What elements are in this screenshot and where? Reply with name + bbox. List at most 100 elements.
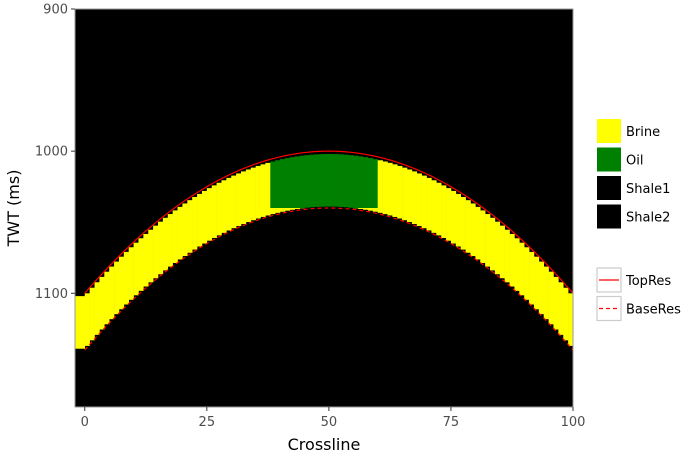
legend-swatch-oil: [597, 147, 621, 172]
x-tick-label: 50: [321, 415, 338, 430]
brine-cell: [148, 229, 154, 283]
brine-cell: [162, 217, 169, 271]
x-tick-label: 25: [199, 415, 216, 430]
brine-cell: [236, 173, 242, 227]
brine-cell: [411, 171, 418, 224]
brine-cell: [509, 233, 515, 287]
plot-border: [74, 8, 574, 408]
brine-cell: [289, 208, 296, 210]
brine-cell: [426, 177, 432, 231]
brine-cell: [114, 261, 120, 315]
brine-cell: [280, 208, 286, 212]
oil-cell: [338, 154, 344, 207]
brine-cell: [446, 188, 452, 241]
brine-cell: [441, 185, 447, 238]
brine-cell: [372, 208, 379, 212]
brine-cell: [436, 182, 442, 236]
brine-cell: [265, 162, 271, 216]
oil-cell: [343, 154, 349, 208]
brine-cell: [558, 282, 564, 335]
brine-cell: [465, 200, 471, 253]
brine-cell: [211, 185, 217, 238]
brine-cell: [363, 208, 369, 210]
brine-cell: [519, 242, 525, 296]
legend-swatch-brine: [597, 119, 621, 143]
oil-cell: [367, 158, 374, 208]
oil-cell: [333, 154, 339, 207]
brine-cell: [241, 171, 247, 224]
brine-cell: [548, 271, 554, 325]
brine-cell: [260, 164, 266, 217]
brine-cell: [568, 293, 574, 346]
legend-label-oil: Oil: [626, 154, 643, 169]
y-tick-label: 1100: [35, 287, 68, 302]
brine-cell: [158, 221, 164, 275]
x-tick-label: 0: [81, 415, 89, 430]
brine-cell: [109, 266, 115, 320]
brine-cell: [89, 287, 95, 341]
brine-cell: [392, 164, 398, 217]
oil-cell: [304, 155, 310, 208]
x-axis-title: Crossline: [288, 435, 361, 454]
brine-cell: [182, 203, 188, 257]
brine-cell: [153, 225, 159, 279]
brine-cell: [226, 177, 232, 231]
brine-cell: [377, 160, 383, 213]
brine-cell: [358, 208, 364, 209]
brine-cell: [514, 238, 520, 291]
axes: 0 25 50 75 100 900 1000 1100: [35, 3, 586, 431]
plot-panel: [75, 9, 574, 407]
brine-cell: [494, 221, 501, 275]
brine-cell: [84, 293, 90, 346]
oil-cell: [294, 156, 300, 208]
brine-cell: [416, 173, 422, 227]
series-line-baseres: [84, 207, 574, 351]
oil-cell: [372, 159, 379, 208]
brine-cell: [450, 190, 457, 244]
brine-cell: [123, 251, 130, 305]
oil-cell: [284, 158, 291, 208]
brine-cell: [187, 200, 193, 253]
legend-label-shale2: Shale2: [626, 211, 670, 226]
brine-cell: [538, 261, 545, 315]
oil-cell: [324, 153, 330, 207]
brine-cell: [250, 167, 256, 221]
brine-cell: [216, 182, 222, 236]
brine-cell: [167, 214, 173, 267]
brine-cell: [524, 247, 530, 300]
oil-cell: [348, 155, 354, 208]
brine-cell: [206, 188, 213, 241]
legend-label-baseres: BaseRes: [626, 303, 681, 318]
brine-cell: [367, 208, 374, 211]
legend-label-brine: Brine: [626, 125, 660, 140]
y-tick-label: 1000: [35, 145, 68, 160]
brine-cell: [245, 169, 252, 223]
brine-cell: [128, 247, 134, 300]
oil-cell: [314, 154, 320, 207]
legend-label-topres: TopRes: [625, 274, 671, 289]
brine-cell: [201, 190, 208, 244]
brine-cell: [104, 271, 110, 325]
brine-cell: [275, 208, 281, 213]
brine-cell: [504, 229, 510, 283]
brine-cell: [402, 167, 408, 221]
shale-background: [75, 9, 573, 407]
brine-cell: [99, 276, 105, 330]
brine-cell: [118, 256, 125, 310]
y-axis-title: TWT (ms): [4, 170, 23, 248]
brine-cell: [563, 287, 569, 341]
brine-cell: [177, 206, 183, 260]
oil-cell: [363, 157, 369, 208]
x-tick-label: 100: [561, 415, 586, 430]
oil-cell: [289, 157, 296, 208]
brine-cell: [533, 256, 540, 310]
brine-cell: [255, 165, 261, 219]
brine-cell: [387, 162, 393, 216]
oil-cell: [280, 159, 286, 208]
oil-cell: [275, 160, 281, 208]
brine-cell: [94, 282, 100, 335]
brine-cell: [490, 217, 496, 271]
brine-cell: [79, 296, 86, 349]
oil-cell: [270, 161, 276, 208]
